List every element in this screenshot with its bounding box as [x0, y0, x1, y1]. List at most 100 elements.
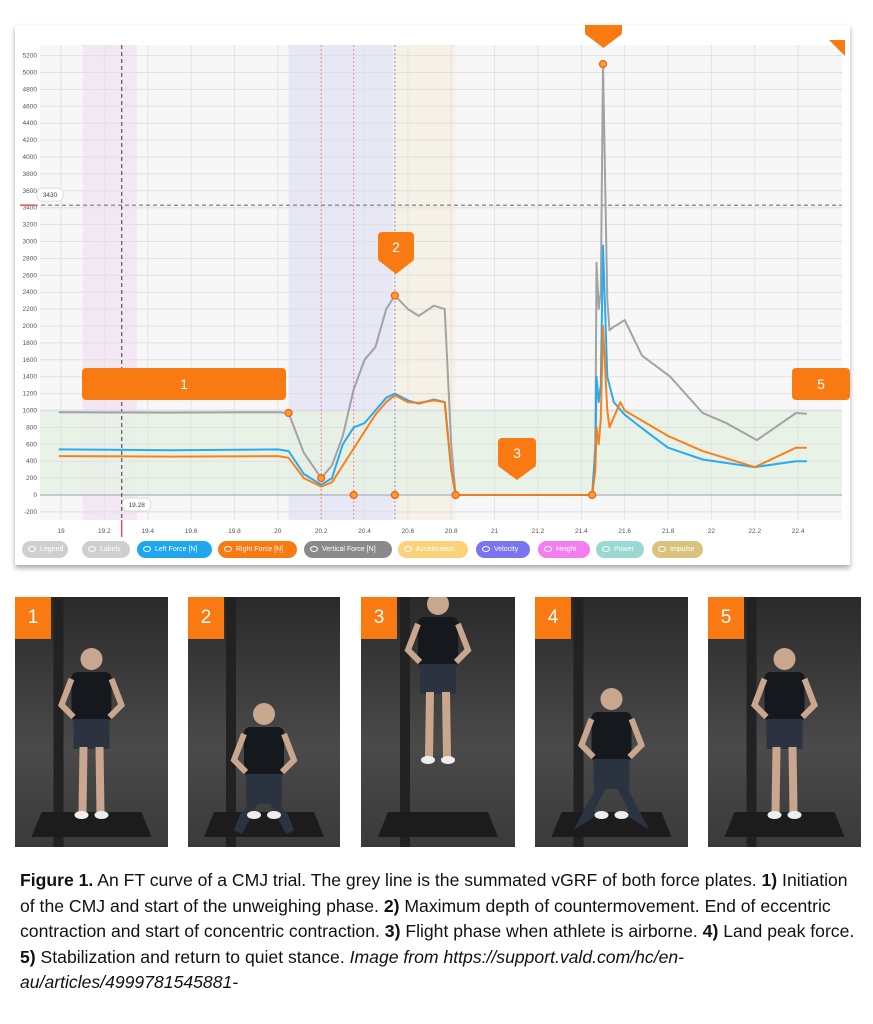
force-time-chart[interactable]: -200 0 200 400 600 800 1000 1200 1400 1600 1800 200… — [15, 25, 850, 565]
photo-number-badge: 4 — [535, 597, 571, 639]
y-tick-label: 4600 — [23, 103, 38, 110]
caption-phase-3-num: 3) — [384, 921, 401, 941]
y-tick-label: 2800 — [23, 255, 38, 262]
phase-label-text: 3 — [513, 445, 521, 461]
chart-card: -200 0 200 400 600 800 1000 1200 1400 1600 1800 200… — [15, 25, 850, 565]
x-tick-label: 19.2 — [98, 528, 111, 535]
legend-toggle-acceleration[interactable]: Acceleration — [398, 541, 468, 558]
legend-label: Velocity — [494, 546, 519, 553]
y-tick-label: 2600 — [23, 272, 38, 279]
caption-phase-2-num: 2) — [383, 895, 400, 916]
y-tick-label: 1400 — [23, 374, 38, 381]
x-tick-label: 22 — [708, 528, 716, 535]
caption-phase-1-num: 1) — [761, 870, 778, 890]
cursor-label: 19.28 — [129, 502, 146, 509]
y-tick-label: 3800 — [23, 171, 38, 178]
event-marker — [598, 59, 608, 69]
x-tick-label: 21.2 — [532, 528, 545, 535]
x-tick-label: 20 — [274, 528, 282, 535]
athlete-figure — [204, 597, 324, 847]
phase-label-text: 5 — [817, 376, 825, 392]
y-tick-label: 3400 — [23, 205, 38, 212]
athlete-figure — [551, 597, 672, 847]
phase-label-box — [792, 368, 850, 400]
eye-icon — [88, 546, 96, 553]
figure-caption: Figure 1. An FT curve of a CMJ trial. Th… — [20, 868, 860, 996]
phase-label-5: 5 — [792, 368, 850, 400]
cursor-label-box — [122, 497, 152, 512]
caption-phase-4: Land peak force. — [718, 921, 855, 941]
phase-label-2: 2 — [378, 232, 414, 274]
y-tick-label: -200 — [24, 509, 37, 516]
y-tick-label: 1800 — [23, 340, 38, 347]
athlete-figure — [31, 597, 152, 847]
x-tick-label: 20.4 — [358, 528, 371, 535]
y-tick-label: 800 — [26, 424, 37, 431]
y-tick-label: 1600 — [23, 357, 38, 364]
figure-label: Figure 1. — [20, 870, 94, 890]
event-marker — [390, 490, 399, 500]
phase-label-pointer — [498, 466, 536, 480]
phase-label-pointer — [585, 34, 622, 48]
x-tick-label: 19 — [57, 528, 65, 535]
eye-icon — [28, 546, 36, 553]
x-tick-label: 19.4 — [141, 528, 154, 535]
y-tick-label: 2200 — [23, 306, 38, 313]
phase-label-box — [498, 438, 536, 468]
legend-toggle-labels[interactable]: Labels — [82, 541, 130, 558]
x-tick-label: 21.6 — [618, 528, 631, 535]
legend-toggle-left[interactable]: Left Force [N] — [137, 541, 212, 558]
legend-label: Labels — [100, 546, 121, 553]
legend-label: Acceleration — [416, 546, 455, 553]
event-marker — [451, 490, 460, 500]
eye-icon — [310, 546, 318, 553]
phase-label-4: 4 — [585, 25, 622, 48]
legend-toggle-impulse[interactable]: Impulse — [652, 541, 703, 558]
event-marker — [349, 490, 358, 500]
reference-label: 3430 — [43, 192, 58, 199]
y-tick-label: 5200 — [23, 53, 38, 60]
athlete-figure — [378, 597, 498, 847]
athlete-figure — [724, 597, 845, 847]
photo-number-badge: 2 — [188, 597, 224, 639]
x-tick-label: 19.8 — [228, 528, 241, 535]
phase-label-box — [82, 368, 286, 400]
x-tick-label: 22.4 — [792, 528, 805, 535]
x-tick-label: 20.8 — [445, 528, 458, 535]
legend-toggle-legend[interactable]: Legend — [22, 541, 68, 558]
series-line-right — [58, 325, 807, 496]
x-tick-label: 21.8 — [662, 528, 675, 535]
x-tick-label: 21.4 — [575, 528, 588, 535]
y-tick-label: 3000 — [23, 239, 38, 246]
legend-label: Power — [614, 546, 634, 553]
legend-toggle-velocity[interactable]: Velocity — [476, 541, 530, 558]
phase-photo-1: 1 — [15, 597, 168, 847]
y-tick-label: 2000 — [23, 323, 38, 330]
legend-toggle-right[interactable]: Right Force [N] — [218, 541, 297, 558]
caption-phase-5: Stabilization and return to quiet stance… — [35, 946, 350, 967]
x-tick-label: 21 — [491, 528, 499, 535]
event-marker — [390, 291, 399, 300]
phase-label-1: 1 — [82, 368, 286, 400]
legend-toggle-power[interactable]: Power — [596, 541, 644, 558]
power-band — [40, 410, 842, 495]
event-marker — [284, 408, 293, 418]
event-marker — [317, 474, 326, 483]
y-tick-label: 600 — [26, 441, 37, 448]
x-tick-label: 22.2 — [748, 528, 761, 535]
photo-number-badge: 3 — [361, 597, 397, 639]
legend-label: Legend — [40, 546, 64, 553]
legend-toggle-height[interactable]: Height — [538, 541, 590, 558]
y-tick-label: 2400 — [23, 289, 38, 296]
legend-label: Left Force [N] — [155, 546, 198, 553]
eye-icon — [658, 546, 666, 553]
y-tick-label: 4400 — [23, 120, 38, 127]
caption-phase-2: Maximum depth of countermovement. End of… — [20, 895, 831, 942]
eye-icon — [482, 546, 490, 553]
expand-icon[interactable] — [829, 40, 845, 56]
y-tick-label: 3600 — [23, 188, 38, 195]
legend-label: Height — [556, 546, 577, 553]
y-tick-label: 1200 — [23, 391, 38, 398]
caption-source: Image from https://support.vald.com/hc/e… — [20, 946, 685, 993]
legend-toggle-vertical[interactable]: Vertical Force [N] — [304, 541, 392, 558]
